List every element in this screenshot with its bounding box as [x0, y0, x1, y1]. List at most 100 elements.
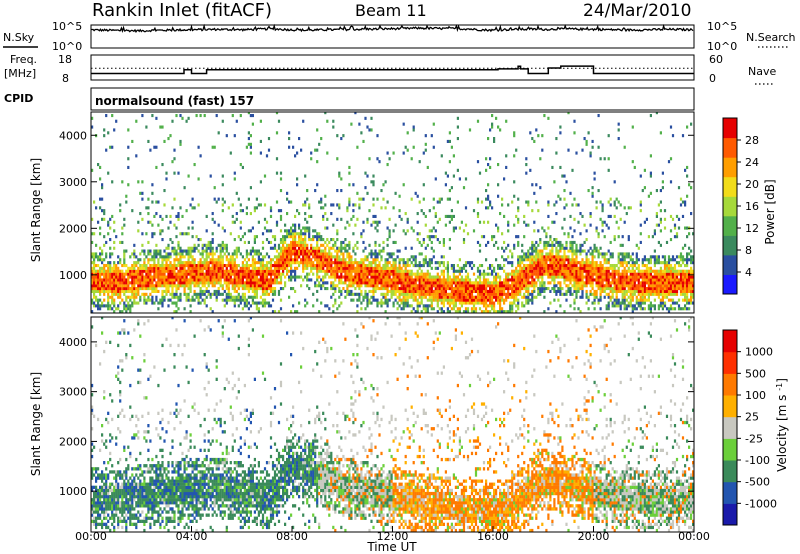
power-cell — [593, 177, 596, 181]
power-cell — [107, 281, 110, 285]
power-cell — [177, 275, 180, 279]
power-cell — [125, 264, 128, 268]
power-cell — [249, 278, 252, 282]
power-cell — [211, 261, 214, 265]
power-cell — [288, 264, 291, 268]
power-cell — [571, 249, 574, 253]
power-cell — [561, 261, 564, 265]
power-cell — [434, 281, 437, 285]
power-cell — [292, 223, 295, 227]
power-cell — [440, 310, 443, 313]
power-cell — [607, 281, 610, 285]
power-cell — [251, 266, 254, 270]
power-cell — [384, 269, 387, 273]
power-cell — [302, 249, 305, 253]
power-cell — [119, 258, 122, 262]
power-cell — [489, 281, 492, 285]
power-cell — [587, 281, 590, 285]
power-cell — [643, 264, 646, 268]
power-cell — [525, 298, 528, 302]
power-cell — [420, 287, 423, 291]
power-cell — [255, 307, 258, 311]
power-cell — [639, 281, 642, 285]
power-cell — [265, 261, 269, 265]
power-cell — [511, 304, 514, 308]
power-cell — [151, 298, 154, 302]
power-cell — [450, 287, 453, 291]
power-cell — [398, 295, 401, 299]
power-cell — [402, 301, 405, 305]
power-cell — [372, 281, 375, 285]
power-cell — [509, 278, 512, 282]
power-cell — [605, 287, 608, 291]
power-cell — [633, 304, 636, 308]
power-cell — [495, 275, 498, 279]
power-cell — [199, 154, 202, 158]
power-cell — [113, 261, 116, 265]
power-cell — [113, 298, 116, 302]
power-cell — [537, 272, 540, 276]
power-cell — [470, 292, 474, 296]
power-cell — [133, 278, 136, 282]
power-cell — [450, 301, 453, 305]
power-cell — [412, 278, 415, 282]
power-cell — [398, 249, 401, 253]
power-cell — [173, 272, 176, 276]
power-cell — [103, 284, 106, 288]
power-cell — [330, 266, 333, 270]
power-cell — [539, 272, 542, 276]
power-cell — [290, 275, 293, 279]
power-cell — [167, 269, 170, 273]
power-cell — [233, 289, 236, 293]
power-cell — [229, 258, 232, 262]
power-cell — [191, 261, 194, 265]
power-cell — [205, 287, 208, 291]
power-cell — [99, 252, 102, 256]
power-cell — [420, 209, 423, 213]
power-cell — [527, 298, 530, 302]
power-cell — [631, 292, 634, 296]
power-cell — [597, 287, 600, 291]
power-cell — [360, 307, 363, 311]
power-cell — [171, 284, 174, 288]
power-cell — [300, 249, 303, 253]
power-cell — [529, 258, 532, 262]
power-cell — [292, 243, 295, 247]
power-cell — [279, 217, 283, 221]
power-cell — [607, 284, 610, 288]
power-cell — [352, 209, 355, 213]
power-cell — [370, 278, 373, 282]
power-cell — [547, 272, 550, 276]
power-cell — [553, 255, 556, 259]
power-cell — [573, 284, 576, 288]
power-cell — [482, 272, 486, 276]
power-cell — [470, 289, 474, 293]
power-cell — [171, 272, 174, 276]
power-cell — [326, 266, 329, 270]
power-cell — [372, 275, 375, 279]
power-cell — [382, 281, 385, 285]
power-cell — [627, 269, 630, 273]
power-cell — [396, 289, 399, 293]
power-cell — [159, 284, 162, 288]
power-cell — [131, 295, 134, 299]
power-cell — [438, 264, 441, 268]
power-cell — [277, 292, 281, 296]
power-cell — [422, 295, 425, 299]
power-cell — [555, 252, 558, 256]
power-cell — [157, 249, 160, 253]
power-cell — [269, 240, 273, 244]
power-cell — [229, 232, 232, 236]
power-cell — [507, 203, 510, 207]
power-cell — [464, 301, 468, 305]
power-cell — [217, 281, 220, 285]
power-cell — [462, 264, 466, 268]
power-cell — [476, 292, 480, 296]
power-cell — [314, 281, 317, 285]
power-cell — [388, 269, 391, 273]
power-cell — [619, 264, 622, 268]
power-cell — [324, 269, 327, 273]
power-cell — [251, 122, 254, 126]
power-cell — [563, 281, 566, 285]
power-cell — [163, 269, 166, 273]
